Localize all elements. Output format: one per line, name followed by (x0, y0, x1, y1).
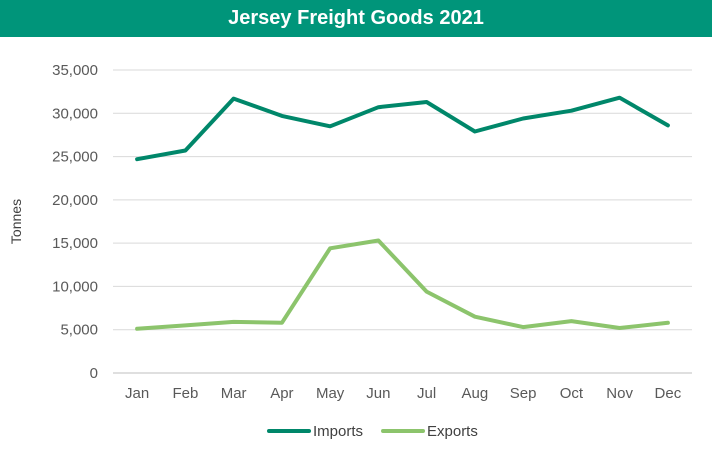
x-tick-label: Nov (606, 385, 633, 402)
chart-title: Jersey Freight Goods 2021 (228, 7, 484, 29)
y-tick-label: 5,000 (60, 322, 98, 339)
x-tick-label: Aug (462, 385, 489, 402)
y-tick-label: 15,000 (52, 235, 98, 252)
y-tick-label: 10,000 (52, 278, 98, 295)
x-tick-label: Jan (125, 385, 149, 402)
y-axis-title: Tonnes (8, 199, 24, 244)
y-tick-label: 25,000 (52, 149, 98, 166)
x-tick-label: Apr (270, 385, 293, 402)
x-tick-label: Oct (560, 385, 584, 402)
y-tick-label: 30,000 (52, 105, 98, 122)
x-tick-label: Feb (172, 385, 198, 402)
y-tick-label: 0 (90, 365, 98, 382)
x-tick-label: May (316, 385, 345, 402)
x-tick-label: Jul (417, 385, 436, 402)
x-tick-label: Mar (221, 385, 247, 402)
y-tick-label: 35,000 (52, 62, 98, 79)
legend-label-imports: Imports (313, 423, 363, 440)
series-line-exports (135, 238, 670, 331)
chart-title-banner: Jersey Freight Goods 2021 (0, 0, 712, 37)
legend-label-exports: Exports (427, 423, 478, 440)
x-tick-label: Sep (510, 385, 537, 402)
series-line-imports (135, 95, 670, 162)
x-tick-label: Dec (655, 385, 682, 402)
x-tick-label: Jun (366, 385, 390, 402)
y-tick-label: 20,000 (52, 192, 98, 209)
